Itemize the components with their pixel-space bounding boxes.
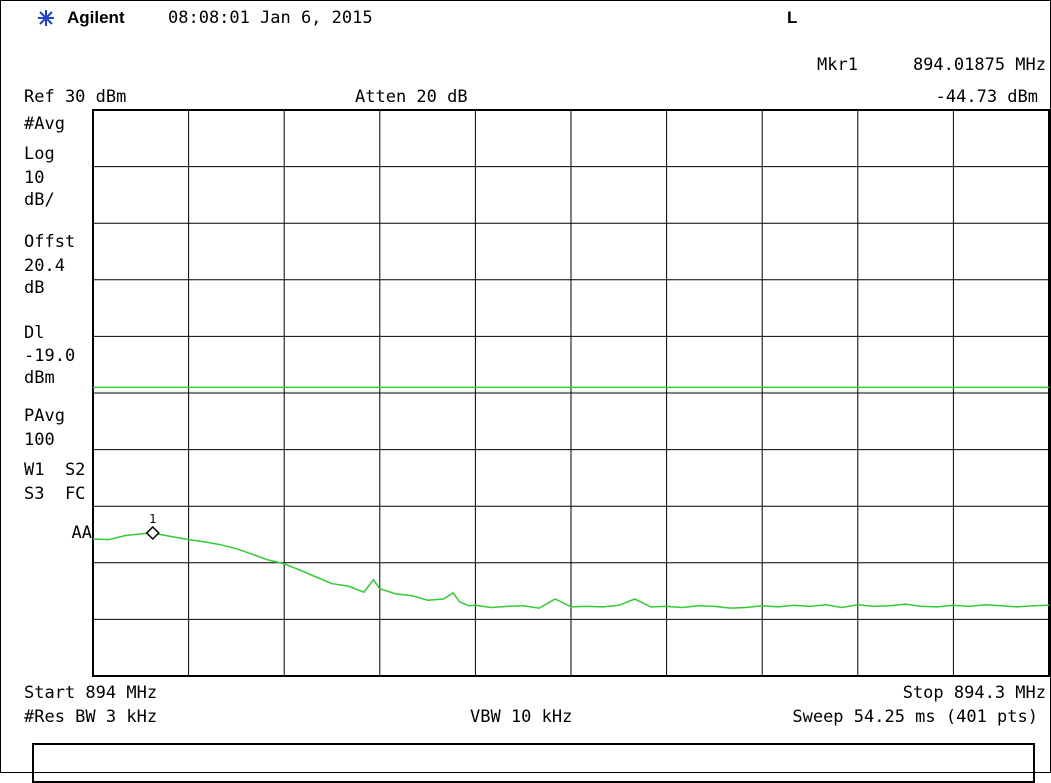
trace-status-row-3: AA xyxy=(71,523,92,543)
offset-label: Offst xyxy=(24,232,76,252)
marker-label: Mkr1 xyxy=(817,55,858,75)
trace-status-row-2: S3 FC xyxy=(24,484,86,504)
avg-indicator: #Avg xyxy=(24,114,65,134)
trace-status-row-1: W1 S2 xyxy=(24,460,86,480)
display-line-value: -19.0 xyxy=(24,346,76,366)
marker-level: -44.73 dBm xyxy=(935,87,1038,107)
graticule xyxy=(92,109,1050,677)
scale-type: Log xyxy=(24,144,55,164)
mode-flag: L xyxy=(787,8,798,27)
stop-frequency: Stop 894.3 MHz xyxy=(902,683,1046,703)
display-line-unit: dBm xyxy=(24,368,55,388)
power-avg-count: 100 xyxy=(24,430,55,450)
video-bandwidth: VBW 10 kHz xyxy=(470,707,573,727)
date: Jan 6, 2015 xyxy=(260,8,373,28)
agilent-logo-icon xyxy=(38,10,54,26)
marker-number-label: 1 xyxy=(149,512,156,526)
plot-area: 1 xyxy=(92,386,1050,609)
offset-value: 20.4 xyxy=(24,256,65,276)
resolution-bandwidth: #Res BW 3 kHz xyxy=(24,707,158,727)
message-box xyxy=(32,743,1035,783)
marker-frequency: 894.01875 MHz xyxy=(912,55,1046,75)
clock-time: 08:08:01 xyxy=(168,8,250,28)
start-frequency: Start 894 MHz xyxy=(24,683,158,703)
ref-level: Ref 30 dBm xyxy=(24,87,127,107)
display-line-label: Dl xyxy=(24,323,45,343)
offset-unit: dB xyxy=(24,278,45,298)
attenuation: Atten 20 dB xyxy=(355,87,468,107)
power-avg-label: PAvg xyxy=(24,406,65,426)
marker-diamond xyxy=(145,525,160,541)
scale-value: 10 xyxy=(24,168,45,188)
trace-line xyxy=(92,532,1050,609)
brand-name: Agilent xyxy=(67,8,125,27)
scale-unit: dB/ xyxy=(24,190,55,210)
sweep-time: Sweep 54.25 ms (401 pts) xyxy=(792,707,1038,727)
